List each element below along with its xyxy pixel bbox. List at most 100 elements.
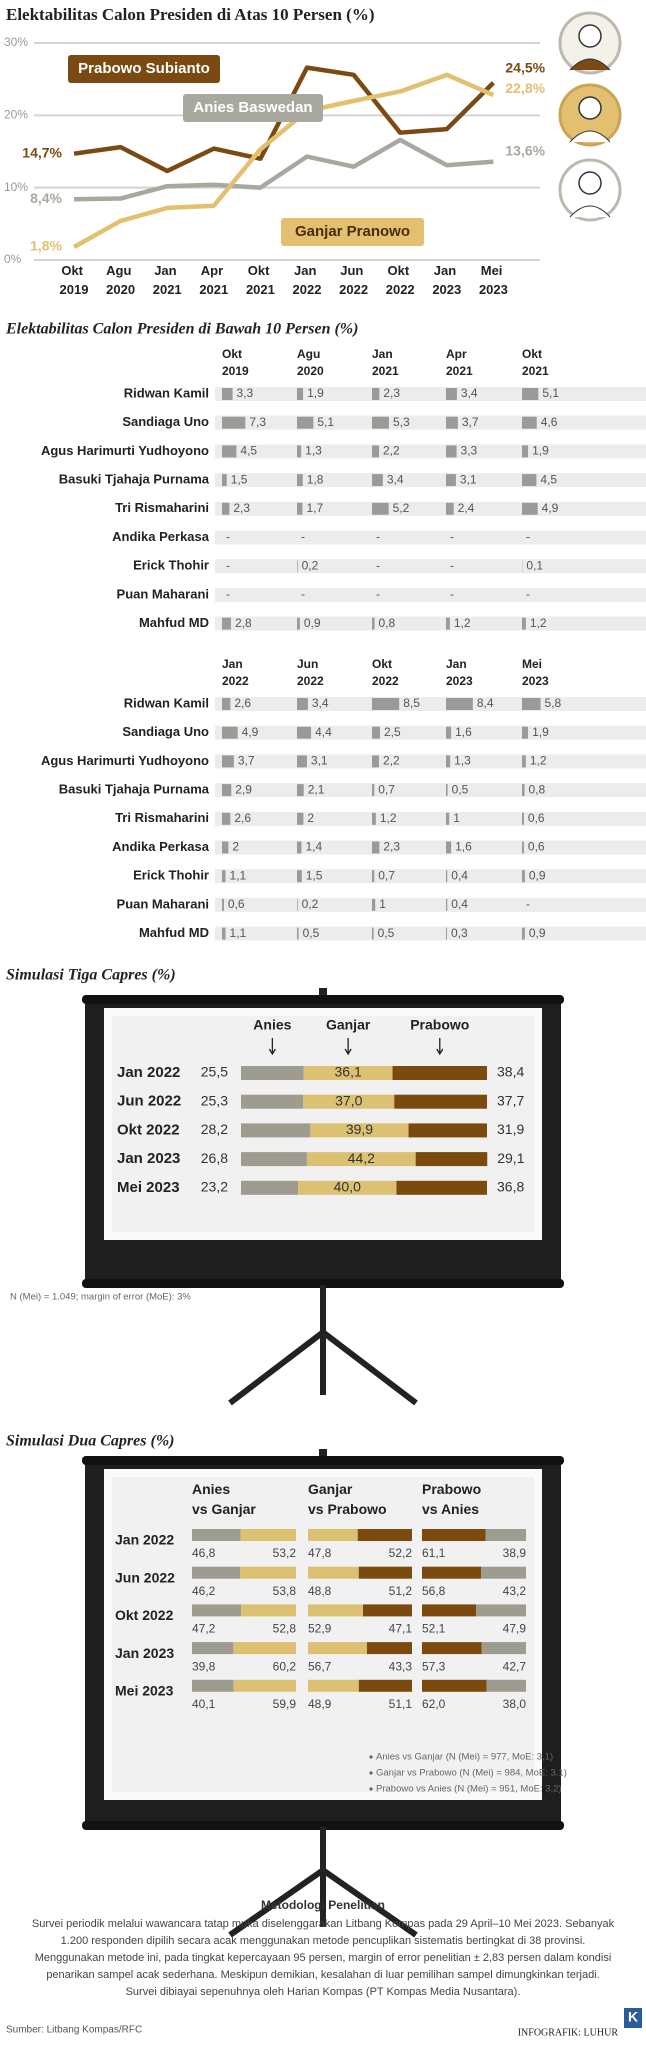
value-label: 53,8 (273, 1584, 297, 1598)
value-label: 3,7 (238, 754, 255, 768)
section-title: Simulasi Tiga Capres (%) (6, 967, 176, 984)
value-label: 3,4 (461, 386, 478, 400)
row-background (215, 559, 646, 574)
row-label: Okt 2022 (117, 1121, 180, 1138)
bar-segment (366, 1642, 412, 1655)
bar (522, 841, 524, 854)
row-label: Jun 2022 (117, 1093, 181, 1110)
row-label: Tri Rismaharini (115, 500, 209, 515)
value-label: 8,5 (403, 696, 420, 710)
value-label: 36,1 (335, 1064, 362, 1080)
bar-segment (308, 1604, 364, 1617)
bullet (369, 1771, 373, 1775)
value-label: 5,8 (545, 696, 562, 710)
series-label-box (183, 94, 323, 122)
bar (446, 870, 448, 883)
portrait-head (578, 96, 602, 120)
section-title: Elektabilitas Calon Presiden di Bawah 10… (5, 321, 358, 338)
value-label: 1,8 (307, 472, 324, 486)
value-label: 52,2 (389, 1546, 413, 1560)
bar (446, 502, 454, 515)
bar-segment (485, 1529, 526, 1541)
row-label: Ridwan Kamil (124, 385, 209, 400)
bar (446, 416, 458, 429)
value-label: 0,6 (528, 840, 545, 854)
portrait-body (569, 58, 611, 71)
bar (446, 726, 452, 739)
bar (222, 502, 230, 515)
row-label: Jan 2023 (117, 1150, 180, 1167)
row-label: Okt 2022 (115, 1607, 174, 1623)
bar (372, 784, 375, 797)
value-label: 1,2 (530, 616, 547, 630)
column-header: Mei 2023 (522, 657, 549, 688)
portrait-body (569, 205, 611, 218)
legend-label: Prabowo Subianto (78, 60, 210, 77)
row-label: Ridwan Kamil (124, 695, 209, 710)
value-label: 51,1 (389, 1697, 413, 1711)
value-label: 61,1 (422, 1546, 446, 1560)
note: Prabowo vs Anies (N (Mei) = 951, MoE: 3,… (376, 1784, 562, 1795)
row-background (215, 616, 646, 631)
row-background (215, 473, 646, 488)
row-label: Tri Rismaharini (115, 810, 209, 825)
column-header: Jan 2023 (446, 657, 473, 688)
series-header: Anies (253, 1017, 291, 1033)
value-label: 39,9 (346, 1121, 373, 1137)
value-label: 22,8% (505, 80, 545, 96)
bar (522, 812, 524, 825)
row-label: Sandiaga Uno (122, 414, 209, 429)
value-label: 5,3 (393, 415, 410, 429)
bar-segment (357, 1529, 412, 1541)
source: Sumber: Litbang Kompas/RFC (6, 2025, 142, 2036)
value-label: 2,3 (383, 840, 400, 854)
value-label: 56,7 (308, 1659, 332, 1673)
screen-top-bar (82, 1456, 564, 1465)
value-label: 59,9 (273, 1697, 297, 1711)
legend-label: Anies Baswedan (193, 99, 312, 116)
value-label: 43,3 (389, 1659, 413, 1673)
value-label: 48,9 (308, 1697, 332, 1711)
portrait-body (569, 130, 611, 143)
value-label: 1,8% (30, 238, 62, 254)
bar-segment (310, 1123, 409, 1138)
x-tick-label: Okt 2021 (246, 263, 275, 297)
value-label: 31,9 (497, 1121, 524, 1137)
bar-segment (306, 1152, 416, 1167)
row-background (215, 530, 646, 545)
value-label: 3,3 (237, 386, 254, 400)
value-label: 2,2 (383, 754, 400, 768)
value-label: 60,2 (273, 1659, 297, 1673)
value-label: 2,9 (235, 782, 252, 796)
bar (372, 898, 376, 911)
bar (297, 726, 312, 739)
chart-title: Elektabilitas Calon Presiden di Atas 10 … (6, 5, 375, 24)
value-label: 1,2 (454, 616, 471, 630)
bar (446, 927, 447, 940)
bar (297, 617, 300, 630)
row-background (215, 811, 646, 826)
bar (522, 502, 538, 515)
bar (522, 784, 525, 797)
bar (297, 927, 299, 940)
bar-segment (422, 1642, 482, 1655)
value-label: 14,7% (22, 144, 62, 160)
bar (222, 698, 231, 710)
note: Ganjar vs Prabowo (N (Mei) = 984, MoE: 3… (376, 1768, 567, 1779)
bar-segment (241, 1123, 311, 1138)
value-label: 2,4 (458, 501, 475, 515)
value-label: 0,8 (529, 782, 546, 796)
portraits (558, 11, 622, 222)
bar-segment (308, 1642, 367, 1655)
value-label: 4,6 (541, 415, 558, 429)
bar (522, 416, 537, 429)
value-label: 29,1 (497, 1150, 524, 1166)
bar-segment (192, 1529, 241, 1541)
value-label: 0,5 (452, 782, 469, 796)
value-label: 0,2 (302, 558, 319, 572)
section-title: Simulasi Dua Capres (%) (6, 1433, 174, 1450)
bar (222, 388, 233, 400)
value-label: 1,9 (532, 725, 549, 739)
value-label: 47,9 (503, 1622, 527, 1636)
